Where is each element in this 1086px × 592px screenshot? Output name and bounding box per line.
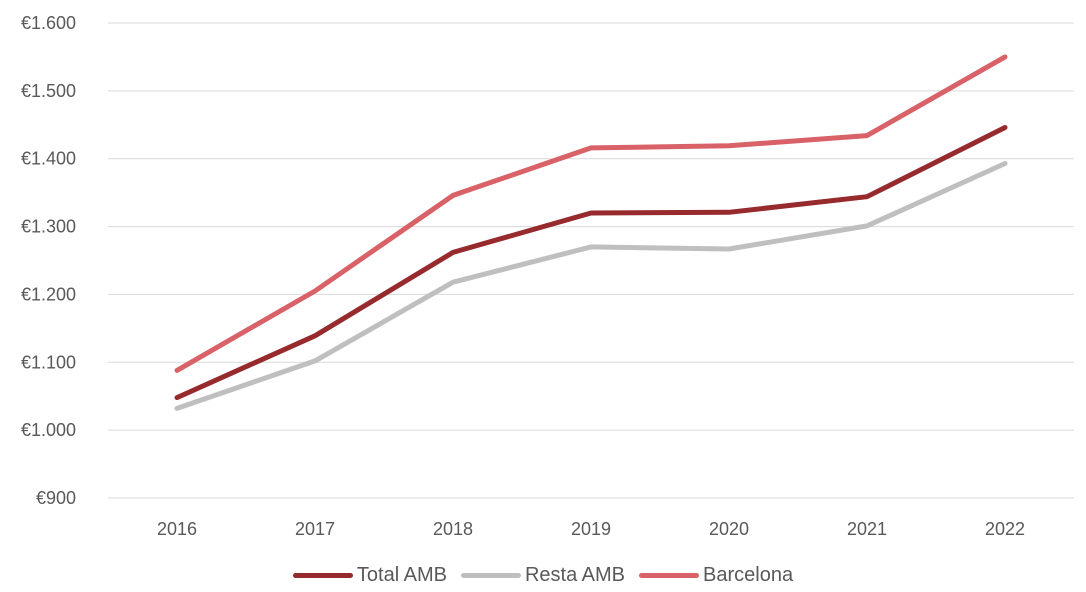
x-tick-label: 2022 <box>985 519 1025 539</box>
series-line-total-amb <box>174 125 1008 401</box>
series-line-barcelona <box>174 54 1008 373</box>
x-axis-tick-labels: 2016 2017 2018 2019 2020 2021 2022 <box>157 519 1025 539</box>
x-tick-label: 2020 <box>709 519 749 539</box>
y-axis-tick-labels: €900 €1.000 €1.100 €1.200 €1.300 €1.400 €1.500… <box>21 13 76 508</box>
legend: Total AMB Resta AMB Barcelona <box>0 564 1086 587</box>
legend-item: Total AMB <box>292 564 447 587</box>
legend-swatch <box>460 573 521 578</box>
series-lines <box>174 54 1008 411</box>
legend-label: Total AMB <box>356 564 447 586</box>
legend-swatch <box>292 573 353 578</box>
x-tick-label: 2021 <box>847 519 887 539</box>
legend-item: Resta AMB <box>460 564 626 587</box>
line-chart: €900 €1.000 €1.100 €1.200 €1.300 €1.400 €1.500… <box>21 13 1074 539</box>
x-tick-label: 2018 <box>433 519 473 539</box>
y-tick-label: €1.500 <box>21 81 76 101</box>
series-line-resta-amb <box>174 161 1008 411</box>
x-tick-label: 2017 <box>295 519 335 539</box>
legend-label: Barcelona <box>703 564 794 586</box>
y-tick-label: €1.100 <box>21 352 76 372</box>
y-tick-label: €1.400 <box>21 149 76 169</box>
legend-item: Barcelona <box>639 564 793 587</box>
gridlines <box>108 22 1074 499</box>
y-tick-label: €1.300 <box>21 217 76 237</box>
y-tick-label: €1.200 <box>21 284 76 304</box>
y-tick-label: €1.000 <box>21 420 76 440</box>
legend-swatch <box>639 573 700 578</box>
y-tick-label: €900 <box>36 488 76 508</box>
x-tick-label: 2019 <box>571 519 611 539</box>
y-tick-label: €1.600 <box>21 13 76 33</box>
legend-label: Resta AMB <box>524 564 626 586</box>
x-tick-label: 2016 <box>157 519 197 539</box>
